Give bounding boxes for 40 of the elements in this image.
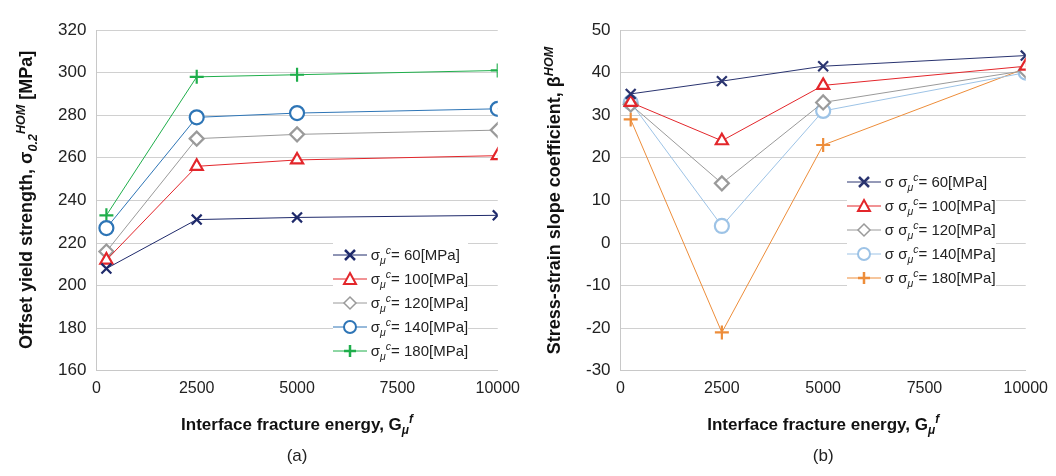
- legend-label: σ$_{μ}$$^{c}$= 140[MPa]: [370, 315, 469, 338]
- text: (a): [285, 446, 309, 466]
- legend-label: σ$_{μ}$$^{c}$= 120[MPa]: [370, 291, 469, 314]
- x-tick-label: 5000: [279, 378, 315, 396]
- y-tick-label: 220: [57, 232, 87, 252]
- x-tick-label: 0: [616, 378, 626, 396]
- x-tick-label: 7500: [906, 378, 943, 396]
- y-tick-label: 160: [57, 360, 87, 380]
- y-tick-label: 20: [591, 147, 611, 167]
- y-tick-label: 0: [601, 232, 611, 252]
- legend-label: σ σ$_{μ}$$^{c}$= 60[MPa]: [884, 171, 988, 194]
- y-tick-label: 50: [591, 19, 611, 39]
- y-tick-label: 10: [591, 190, 611, 210]
- x-tick-label: 10000: [475, 378, 521, 396]
- legend-label: σ σ$_{μ}$$^{c}$= 180[MPa]: [884, 267, 996, 290]
- y-tick-label: 40: [591, 62, 611, 82]
- y-tick-label: 30: [591, 104, 611, 124]
- legend-label: σ σ$_{μ}$$^{c}$= 140[MPa]: [884, 243, 996, 266]
- x-tick-label: 2500: [704, 378, 740, 396]
- legend-label: σ σ$_{μ}$$^{c}$= 100[MPa]: [884, 195, 996, 218]
- y-tick-label: -20: [585, 317, 611, 337]
- legend-label: σ$_{μ}$$^{c}$= 100[MPa]: [370, 267, 469, 290]
- y-tick-label: -30: [585, 360, 611, 380]
- y-tick-label: -10: [585, 275, 611, 295]
- y-tick-label: 260: [57, 147, 87, 167]
- x-tick-label: 0: [91, 378, 101, 396]
- legend-label: σ σ$_{μ}$$^{c}$= 120[MPa]: [884, 219, 996, 242]
- x-tick-label: 7500: [379, 378, 416, 396]
- legend-label: σ$_{μ}$$^{c}$= 60[MPa]: [370, 243, 460, 266]
- y-tick-label: 200: [57, 275, 87, 295]
- y-tick-label: 180: [57, 317, 87, 337]
- x-tick-label: 2500: [178, 378, 215, 396]
- x-tick-label: 10000: [1003, 378, 1049, 396]
- y-tick-label: 280: [57, 104, 87, 124]
- legend-label: σ$_{μ}$$^{c}$= 180[MPa]: [370, 339, 469, 362]
- text: (b): [811, 446, 835, 466]
- y-tick-label: 320: [57, 19, 87, 39]
- y-tick-label: 240: [57, 190, 87, 210]
- x-tick-label: 5000: [805, 378, 842, 396]
- y-tick-label: 300: [57, 62, 87, 82]
